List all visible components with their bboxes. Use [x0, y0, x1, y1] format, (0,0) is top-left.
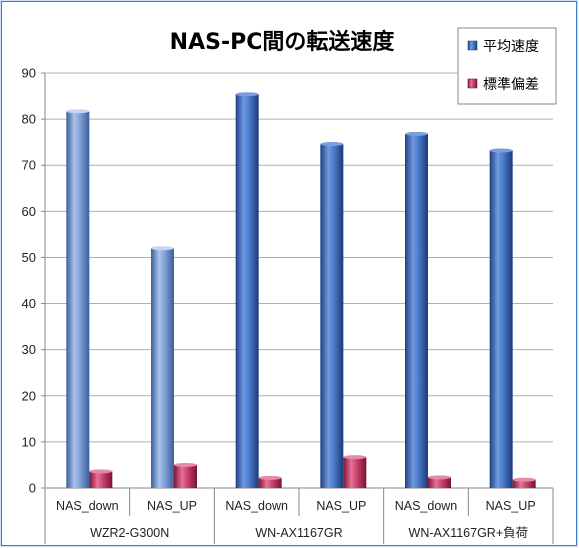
bar-stddev-top — [343, 455, 367, 460]
bar-mean-top — [66, 109, 90, 114]
y-tick-label: 90 — [22, 66, 36, 81]
bar-mean — [151, 248, 174, 488]
bar-stddev — [89, 471, 113, 488]
bar-stddev — [258, 477, 282, 488]
bar-mean-top — [320, 142, 344, 147]
bar-mean-top — [151, 246, 174, 251]
axes — [41, 72, 554, 544]
x-group-label: WZR2-G300N — [90, 526, 169, 540]
bar-mean-top — [405, 131, 428, 136]
bar-mean — [66, 111, 90, 489]
y-tick-label: 0 — [29, 481, 36, 496]
chart-title: NAS-PC間の転送速度 — [170, 29, 396, 55]
legend-swatch-mean — [467, 40, 478, 51]
y-tick-label: 30 — [22, 342, 36, 357]
bar-stddev — [343, 457, 367, 488]
bar-mean — [405, 133, 428, 488]
bar-mean-top — [489, 148, 513, 153]
y-tick-label: 50 — [22, 250, 36, 265]
x-category-label: NAS_down — [395, 499, 458, 513]
y-tick-label: 20 — [22, 388, 36, 403]
legend: 平均速度 標準偏差 — [457, 27, 557, 105]
y-tick-label: 70 — [22, 158, 36, 173]
bars — [66, 92, 536, 489]
gridlines — [45, 72, 553, 443]
bar-mean — [489, 150, 513, 488]
legend-label-mean: 平均速度 — [483, 39, 539, 55]
bar-mean — [320, 144, 344, 488]
x-category-label: NAS_UP — [147, 499, 197, 513]
y-tick-label: 10 — [22, 434, 36, 449]
y-tick-label: 40 — [22, 296, 36, 311]
x-group-label: WN-AX1167GR+負荷 — [409, 526, 529, 540]
legend-label-stddev: 標準偏差 — [483, 77, 539, 93]
legend-box — [457, 27, 557, 105]
y-tick-label: 80 — [22, 112, 36, 127]
x-category-label: NAS_down — [225, 499, 288, 513]
legend-swatch-stddev — [467, 78, 478, 89]
bar-stddev-top — [174, 462, 197, 467]
bar-stddev-top — [428, 475, 451, 480]
bar-stddev — [512, 479, 536, 488]
bar-stddev-top — [258, 475, 282, 480]
bar-mean — [235, 94, 259, 488]
bar-mean-top — [235, 92, 259, 97]
bar-stddev — [174, 464, 197, 488]
bar-stddev — [428, 477, 451, 488]
x-category-label: NAS_UP — [316, 499, 366, 513]
x-category-label: NAS_UP — [486, 499, 536, 513]
bar-stddev-top — [89, 469, 113, 474]
x-group-label: WN-AX1167GR — [255, 526, 342, 540]
bar-stddev-top — [512, 477, 536, 482]
axis-labels: 0 10 20 30 40 50 60 70 80 90 NAS_down NAS_UP NAS_dow… — [22, 66, 536, 541]
y-tick-label: 60 — [22, 204, 36, 219]
x-category-label: NAS_down — [56, 499, 119, 513]
